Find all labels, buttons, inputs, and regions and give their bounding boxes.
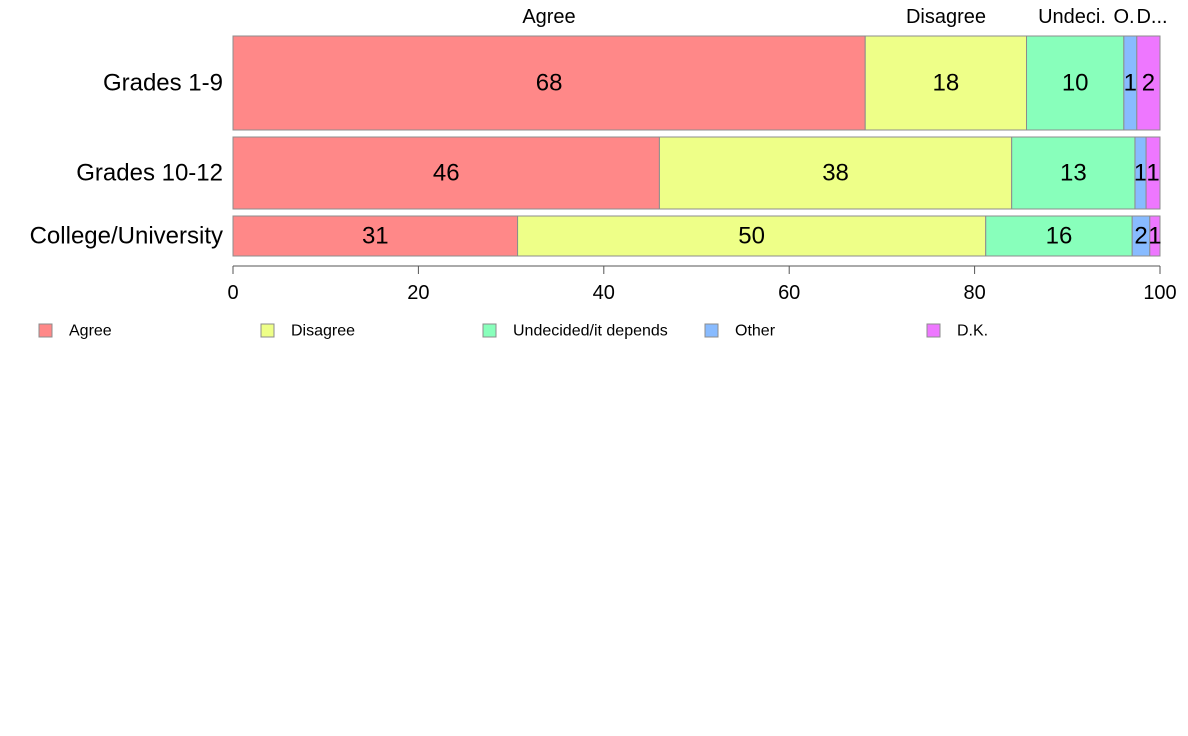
bar-segment [232, 215, 519, 257]
legend: Agree Disagree Undecided/it depends Other D.… [38, 323, 988, 340]
legend-swatch [482, 323, 497, 338]
segment-value-label: 10 [1062, 70, 1089, 97]
bar-segment [232, 136, 660, 210]
x-tick-label: 80 [963, 282, 985, 304]
bar-segment [1145, 136, 1161, 210]
segment-value-label: 18 [933, 70, 960, 97]
segment-value-label: 68 [536, 70, 563, 97]
bar-segment [985, 215, 1133, 257]
top-series-label: Undeci. [1038, 6, 1106, 28]
bar-segment [1149, 215, 1161, 257]
segment-value-label: 31 [362, 223, 389, 250]
segment-value-label: 16 [1046, 223, 1073, 250]
x-tick-label: 0 [227, 282, 238, 304]
legend-label: Agree [69, 323, 112, 340]
top-series-label: Agree [522, 6, 575, 28]
x-tick-label: 40 [593, 282, 615, 304]
x-tick-label: 100 [1143, 282, 1176, 304]
x-tick-label: 20 [407, 282, 429, 304]
bar-segment [1136, 35, 1161, 131]
segment-value-label: 1 [1148, 223, 1161, 250]
segment-value-label: 1 [1146, 160, 1159, 187]
x-axis: 0 20 40 60 80 100 [227, 265, 1177, 304]
legend-swatch [704, 323, 719, 338]
segment-value-label: 1 [1134, 160, 1147, 187]
legend-label: D.K. [957, 323, 988, 340]
legend-swatch [926, 323, 941, 338]
bar-segment [517, 215, 987, 257]
bar-segment [658, 136, 1013, 210]
bar-segment [864, 35, 1028, 131]
legend-swatch [38, 323, 53, 338]
category-label: Grades 1-9 [103, 70, 223, 97]
segment-value-label: 46 [433, 160, 460, 187]
segment-value-label: 2 [1134, 223, 1147, 250]
legend-label: Undecided/it depends [513, 323, 668, 340]
bar-segment [232, 35, 866, 131]
category-label: College/University [30, 223, 223, 250]
bars: 68 18 10 1 246 38 13 1 131 50 16 2 1 [232, 35, 1162, 257]
segment-value-label: 2 [1142, 70, 1155, 97]
category-label: Grades 10-12 [76, 160, 223, 187]
bar-segment [1011, 136, 1136, 210]
category-labels: Grades 1-9 Grades 10-12 College/University [30, 70, 223, 250]
legend-swatch [260, 323, 275, 338]
top-series-label: Disagree [906, 6, 986, 28]
bar-segment [1026, 35, 1125, 131]
legend-label: Disagree [291, 323, 355, 340]
segment-value-label: 38 [822, 160, 849, 187]
x-tick-label: 60 [778, 282, 800, 304]
segment-value-label: 1 [1124, 70, 1137, 97]
top-series-label: O. [1113, 6, 1134, 28]
segment-value-label: 13 [1060, 160, 1087, 187]
top-labels: Agree Disagree Undeci. O. D... [522, 6, 1167, 28]
legend-label: Other [735, 323, 776, 340]
top-series-label: D... [1136, 6, 1167, 28]
segment-value-label: 50 [738, 223, 765, 250]
